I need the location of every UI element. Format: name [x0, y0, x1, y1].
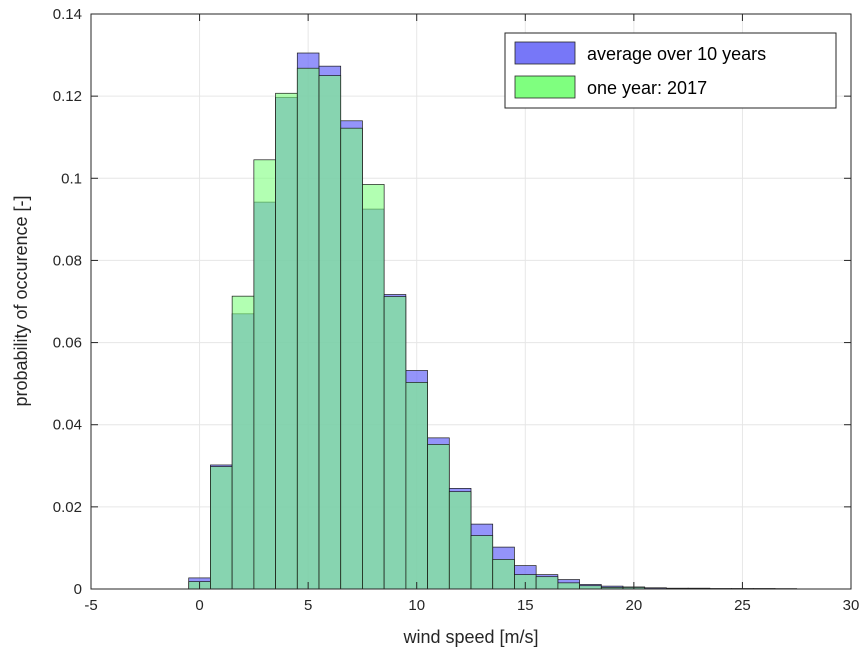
legend-label-2017: one year: 2017 [587, 78, 707, 98]
x-tick-label: 15 [517, 597, 534, 614]
x-tick-label: 30 [843, 597, 860, 614]
legend-label-average: average over 10 years [587, 44, 766, 64]
legend-swatch-average [514, 41, 576, 65]
bar-year-2017 [253, 159, 276, 590]
y-axis-label: probability of occurence [-] [11, 195, 31, 406]
x-tick-label: 0 [195, 597, 203, 614]
x-tick-label: -5 [84, 597, 97, 614]
legend-swatch-2017 [514, 75, 576, 99]
y-tick-label: 0.04 [53, 417, 82, 434]
y-tick-label: 0.02 [53, 499, 82, 516]
y-tick-label: 0 [74, 581, 82, 598]
plot-frame [90, 13, 852, 590]
bar-year-2017 [557, 582, 580, 590]
bar-year-2017 [448, 491, 472, 590]
bar-year-2017 [492, 559, 515, 590]
bar-year-2017 [231, 295, 255, 590]
bar-year-2017 [362, 184, 385, 590]
x-tick-label: 25 [734, 597, 751, 614]
bar-year-2017 [275, 92, 298, 590]
x-axis-label: wind speed [m/s] [402, 627, 538, 647]
bar-year-2017 [470, 535, 494, 590]
axis-ticks: -5 0 5 10 15 20 25 3000.020.040.060.080.10.120.… [53, 6, 860, 614]
y-tick-label: 0.06 [53, 335, 82, 352]
y-tick-label: 0.08 [53, 252, 82, 269]
bar-year-2017 [405, 382, 428, 590]
x-tick-label: 10 [408, 597, 425, 614]
bar-year-2017 [210, 466, 233, 590]
bar-year-2017 [427, 444, 450, 590]
legend: average over 10 years one year: 2017 [504, 32, 837, 109]
x-tick-label: 5 [304, 597, 312, 614]
y-tick-label: 0.1 [61, 170, 82, 187]
bar-year-2017 [535, 576, 559, 590]
y-tick-label: 0.14 [53, 6, 82, 23]
x-tick-label: 20 [626, 597, 643, 614]
bar-year-2017 [383, 296, 407, 590]
bar-year-2017 [340, 127, 363, 590]
bar-year-2017 [296, 67, 320, 590]
y-tick-label: 0.12 [53, 88, 82, 105]
bar-year-2017 [318, 75, 342, 590]
